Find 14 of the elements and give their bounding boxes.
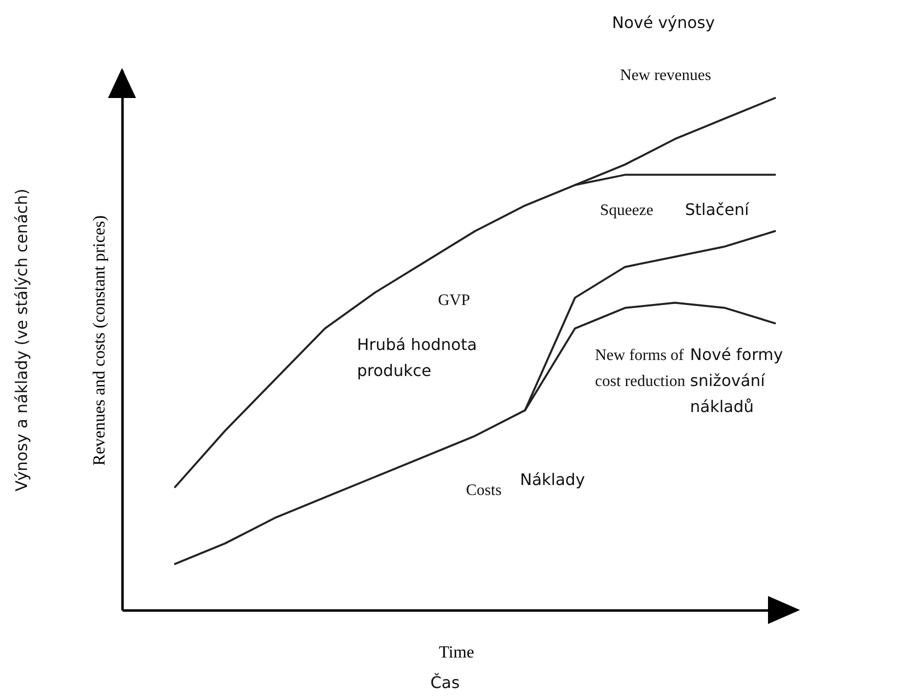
text: Nové výnosy: [612, 13, 715, 32]
text: Čas: [430, 673, 460, 692]
annotation: Costs: [466, 482, 502, 499]
text: Výnosy a náklady (ve stálých cenách): [12, 188, 31, 492]
annotation: New forms of cost reduction: [595, 347, 686, 390]
annotation: Squeeze: [600, 202, 654, 219]
text: New revenues: [620, 67, 712, 84]
annotation: Hrubá hodnota produkce: [357, 335, 477, 380]
annotation: Stlačení: [685, 200, 750, 219]
annotation: GVP: [438, 292, 470, 309]
annotation: Nové formy snižování nákladů: [690, 345, 783, 416]
y-axis-title: Revenues and costs (constant prices): [90, 215, 108, 466]
annotation: Náklady: [520, 470, 585, 489]
x-axis-title: Time: [438, 642, 474, 662]
